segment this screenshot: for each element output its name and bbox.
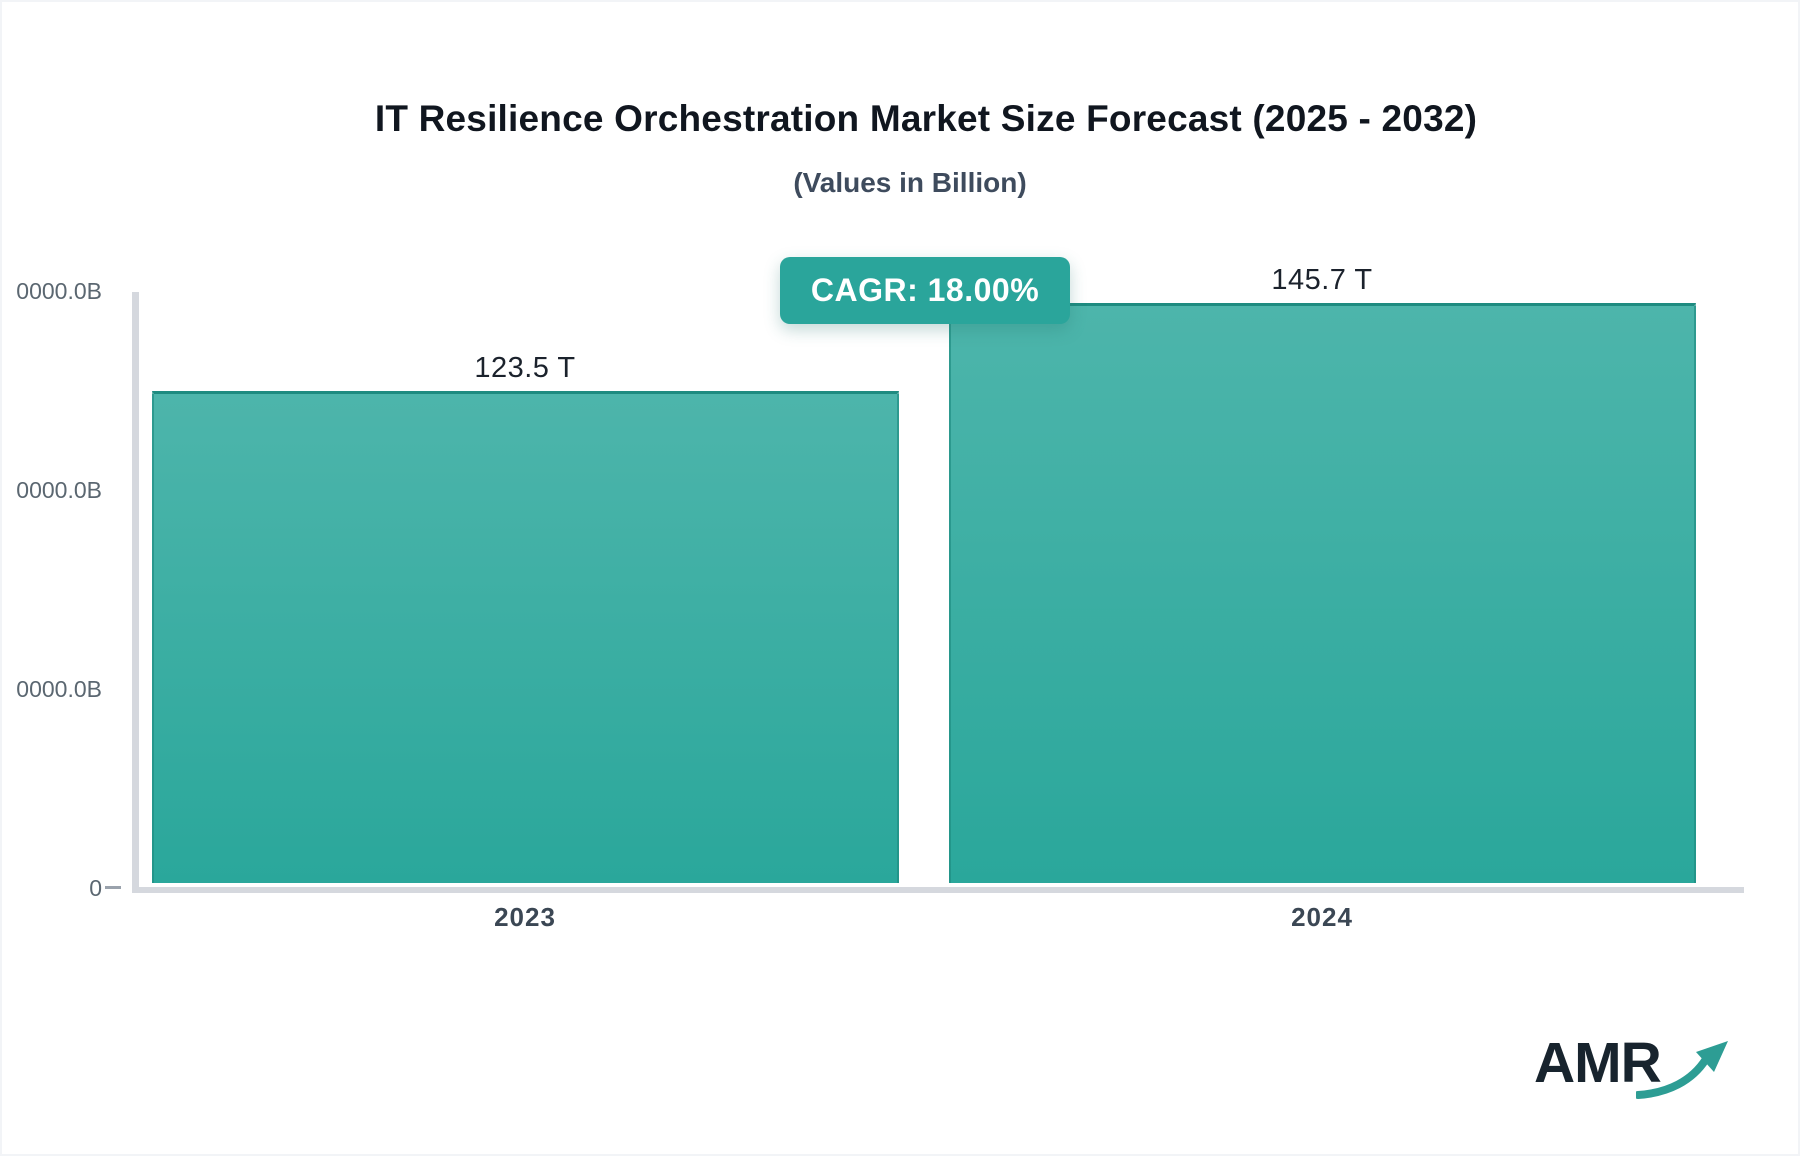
bar-value-label-2023: 123.5 T (474, 352, 576, 384)
bar-2023[interactable] (152, 391, 899, 883)
y-zero-tick-mark (105, 886, 121, 889)
trend-up-arrow-icon (1634, 1038, 1732, 1105)
amr-logo: AMR (1534, 1030, 1734, 1110)
cagr-badge: CAGR: 18.00% (780, 257, 1070, 324)
y-tick-label: 0000.0B (16, 477, 102, 503)
y-tick-label: 0000.0B (16, 676, 102, 702)
amr-logo-text: AMR (1534, 1031, 1662, 1095)
x-axis-line (132, 887, 1744, 893)
x-tick-label-2023: 2023 (494, 902, 556, 932)
y-tick-label-zero: 0 (89, 875, 102, 901)
cagr-badge-label: CAGR: 18.00% (810, 272, 1040, 308)
bar-2024[interactable] (949, 303, 1696, 883)
chart-title: IT Resilience Orchestration Market Size … (374, 98, 1478, 139)
chart-subtitle: (Values in Billion) (793, 167, 1027, 198)
y-tick-label: 0000.0B (16, 278, 102, 304)
bar-value-label-2024: 145.7 T (1271, 264, 1373, 296)
x-tick-label-2024: 2024 (1291, 902, 1353, 932)
y-axis-line (132, 292, 139, 893)
